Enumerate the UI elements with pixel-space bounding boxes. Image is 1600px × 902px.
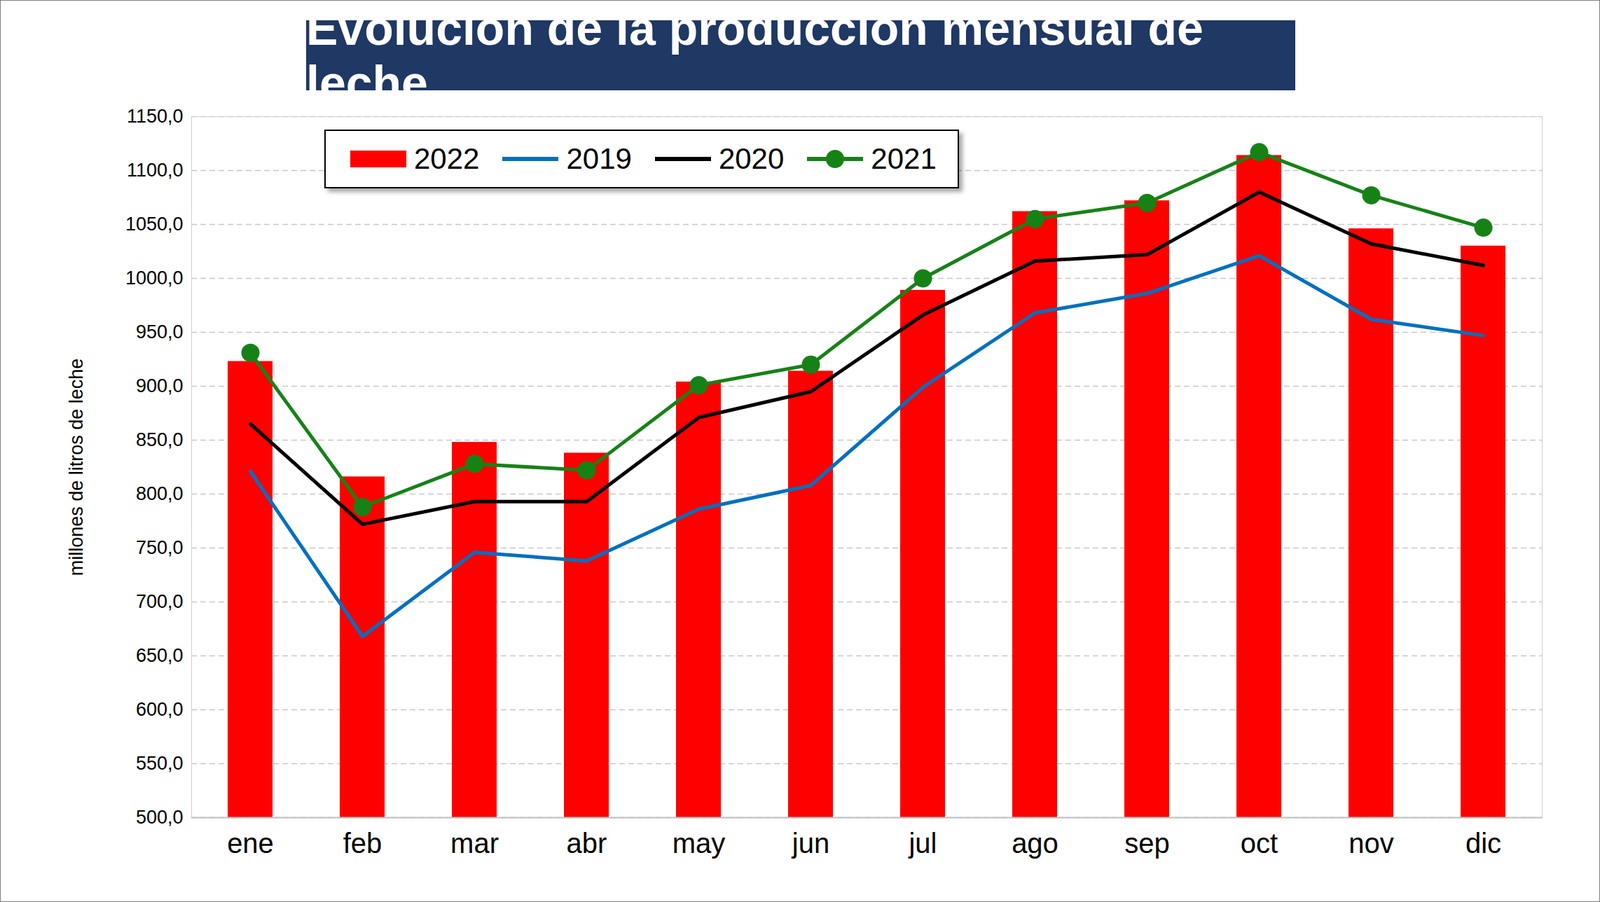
html-text:2022: 2022 (414, 142, 480, 176)
svg-text:may: may (672, 828, 726, 859)
svg-text:1000,0: 1000,0 (125, 267, 184, 289)
svg-text:abr: abr (566, 828, 608, 859)
svg-text:500,0: 500,0 (135, 807, 184, 829)
svg-text:sep: sep (1124, 828, 1170, 859)
svg-text:dic: dic (1465, 828, 1502, 859)
svg-text:jul: jul (907, 828, 937, 859)
svg-text:550,0: 550,0 (135, 753, 184, 775)
svg-text:700,0: 700,0 (135, 591, 184, 613)
svg-text:850,0: 850,0 (135, 429, 184, 451)
svg-text:1150,0: 1150,0 (126, 105, 184, 127)
svg-text:1050,0: 1050,0 (125, 213, 184, 235)
html-text:2019: 2019 (566, 142, 632, 176)
svg-text:oct: oct (1240, 828, 1278, 859)
svg-text:600,0: 600,0 (135, 699, 184, 721)
svg-text:jun: jun (791, 828, 830, 859)
svg-text:950,0: 950,0 (135, 321, 184, 343)
svg-text:750,0: 750,0 (135, 537, 184, 559)
svg-text:ene: ene (226, 828, 274, 859)
svg-text:mar: mar (450, 828, 499, 859)
svg-text:1100,0: 1100,0 (126, 159, 184, 181)
html-text:Evolución de la producción men: Evolución de la producción mensual de le… (306, 1, 1204, 110)
svg-text:800,0: 800,0 (135, 483, 184, 505)
svg-text:900,0: 900,0 (135, 375, 184, 397)
svg-text:feb: feb (343, 828, 383, 859)
html-text:2021: 2021 (870, 142, 937, 176)
html-text:2020: 2020 (718, 142, 785, 176)
svg-text:ago: ago (1011, 828, 1059, 859)
svg-text:millones de litros de leche: millones de litros de leche (65, 358, 87, 577)
svg-text:650,0: 650,0 (135, 645, 184, 667)
svg-text:nov: nov (1348, 828, 1395, 859)
